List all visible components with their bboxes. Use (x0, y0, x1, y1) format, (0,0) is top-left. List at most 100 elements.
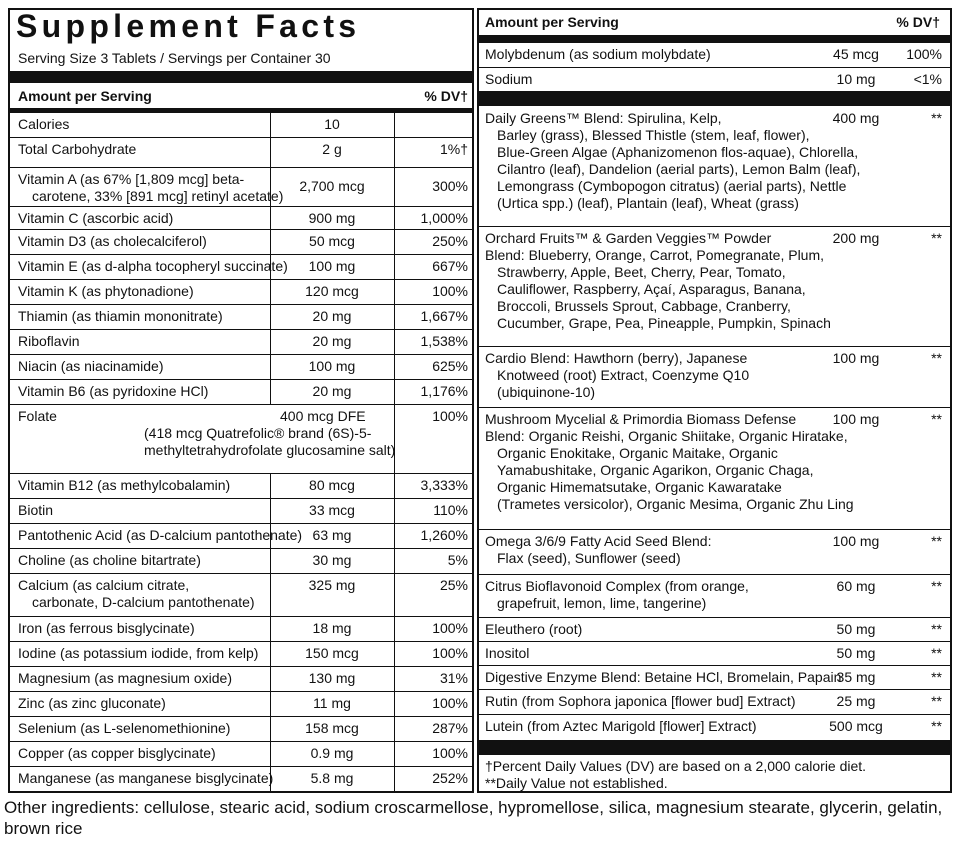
nutrient-name: Manganese (as manganese bisglycinate) (18, 770, 273, 787)
ingredient-name: Cardio Blend: Hawthorn (berry), Japanese… (485, 350, 749, 401)
ingredient-name-line: Mushroom Mycelial & Primordia Biomass De… (485, 411, 797, 427)
column-divider (270, 474, 271, 498)
column-divider (270, 207, 271, 229)
nutrient-row: Choline (as choline bitartrate) 30 mg 5% (10, 549, 472, 574)
nutrient-row: Calories 10 (10, 113, 472, 138)
nutrient-name-line: Selenium (as L-selenomethionine) (18, 720, 231, 736)
nutrient-name: Vitamin B6 (as pyridoxine HCl) (18, 383, 208, 400)
ingredient-name-line: Cardio Blend: Hawthorn (berry), Japanese (485, 350, 748, 366)
ingredient-name: Orchard Fruits™ & Garden Veggies™ Powder… (485, 230, 831, 332)
nutrient-row: Magnesium (as magnesium oxide) 130 mg 31% (10, 667, 472, 692)
nutrient-row: Vitamin B12 (as methylcobalamin) 80 mcg 3,… (10, 474, 472, 499)
nutrient-dv: 3,333% (420, 477, 468, 493)
column-divider (270, 168, 271, 206)
footnote-not-established: **Daily Value not established. (485, 775, 668, 791)
medium-divider (10, 108, 472, 113)
nutrient-dv: 5% (447, 552, 468, 568)
ingredient-dv: ** (931, 718, 942, 734)
nutrient-name: Niacin (as niacinamide) (18, 358, 164, 375)
column-divider (394, 405, 395, 473)
nutrient-dv: 1%† (439, 141, 468, 157)
column-divider (270, 524, 271, 548)
ingredient-amount: 200 mg (832, 230, 880, 246)
ingredient-name-line: Barley (grass), Blessed Thistle (stem, l… (497, 127, 810, 143)
nutrient-row: Manganese (as manganese bisglycinate) 5.8… (10, 767, 472, 791)
nutrient-name-line: Biotin (18, 502, 54, 518)
thick-divider (479, 35, 950, 43)
nutrient-name-line: Folate (18, 408, 57, 424)
ingredient-amount: 100 mg (832, 533, 880, 549)
nutrient-name: Iodine (as potassium iodide, from kelp) (18, 645, 258, 662)
ingredient-name: Inositol (485, 645, 529, 662)
ingredient-dv: ** (931, 230, 942, 246)
nutrient-dv: 1,000% (420, 210, 468, 226)
nutrient-name: Copper (as copper bisglycinate) (18, 745, 216, 762)
column-divider (270, 355, 271, 379)
column-divider (270, 767, 271, 791)
ingredient-row: Sodium 10 mg <1% (479, 68, 950, 92)
ingredient-name-line: Flax (seed), Sunflower (seed) (497, 550, 681, 566)
ingredient-name-line: Sodium (485, 71, 533, 87)
panel-title: Supplement Facts (16, 8, 361, 44)
column-divider (394, 574, 395, 616)
nutrient-name-line: Vitamin B12 (as methylcobalamin) (18, 477, 231, 493)
nutrient-name: Vitamin A (as 67% [1,809 mcg] beta-carot… (18, 171, 283, 205)
nutrient-row: Vitamin K (as phytonadione) 120 mcg 100% (10, 280, 472, 305)
column-divider (270, 642, 271, 666)
nutrient-dv: 100% (432, 408, 468, 424)
nutrient-amount: 5.8 mg (310, 770, 354, 786)
ingredient-amount: 100 mg (832, 411, 880, 427)
nutrient-row: Niacin (as niacinamide) 100 mg 625% (10, 355, 472, 380)
nutrient-name-line: Copper (as copper bisglycinate) (18, 745, 216, 761)
nutrient-name: Choline (as choline bitartrate) (18, 552, 201, 569)
column-divider (394, 330, 395, 354)
ingredient-name-line: grapefruit, lemon, lime, tangerine) (497, 595, 707, 611)
column-divider (270, 667, 271, 691)
column-divider (394, 355, 395, 379)
ingredient-name-line: (Urtica spp.) (leaf), Plantain (leaf), W… (497, 195, 799, 211)
nutrient-name-line: Pantothenic Acid (as D-calcium pantothen… (18, 527, 303, 543)
ingredient-row: Eleuthero (root) 50 mg ** (479, 618, 950, 642)
column-divider (270, 692, 271, 716)
nutrient-name-line: Total Carbohydrate (18, 141, 137, 157)
ingredient-name-line: Orchard Fruits™ & Garden Veggies™ Powder (485, 230, 772, 246)
nutrient-name: Calories (18, 116, 69, 133)
column-divider (270, 742, 271, 766)
nutrient-name-line: Riboflavin (18, 333, 80, 349)
nutrient-amount: 18 mg (312, 620, 352, 636)
nutrient-name: Riboflavin (18, 333, 79, 350)
nutrient-dv: 25% (439, 577, 468, 593)
nutrient-dv: 100% (432, 645, 468, 661)
nutrient-name-line: carbonate, D-calcium pantothenate) (32, 594, 255, 610)
column-divider (394, 642, 395, 666)
nutrient-name-line: (418 mcg Quatrefolic® brand (6S)-5- (144, 425, 372, 441)
ingredient-name-line: Cauliflower, Raspberry, Açaí, Asparagus,… (497, 281, 806, 297)
ingredient-name-line: Molybdenum (as sodium molybdate) (485, 46, 711, 62)
nutrient-amount: 20 mg (312, 308, 352, 324)
nutrient-dv: 100% (432, 745, 468, 761)
ingredient-amount: 100 mg (832, 350, 880, 366)
nutrient-amount: 100 mg (308, 258, 356, 274)
ingredient-name-line: Blend: Organic Reishi, Organic Shiitake,… (485, 428, 848, 444)
ingredient-name-line: Inositol (485, 645, 530, 661)
ingredient-name-line: Lemongrass (Cymbopogon citratus) (aerial… (497, 178, 847, 194)
dv-header: % DV† (896, 14, 940, 30)
column-divider (394, 113, 395, 137)
nutrient-dv: 1,538% (420, 333, 468, 349)
nutrient-name: Vitamin C (ascorbic acid) (18, 210, 173, 227)
column-divider (394, 474, 395, 498)
ingredient-name-line: (Trametes versicolor), Organic Mesima, O… (497, 496, 854, 512)
ingredient-amount: 45 mcg (833, 46, 879, 62)
column-divider (270, 138, 271, 167)
ingredient-name-line: Yamabushitake, Organic Agarikon, Organic… (497, 462, 814, 478)
ingredient-row: Molybdenum (as sodium molybdate) 45 mcg 10… (479, 43, 950, 68)
nutrient-name-line: Niacin (as niacinamide) (18, 358, 164, 374)
nutrient-name: Vitamin D3 (as cholecalciferol) (18, 233, 207, 250)
nutrient-name: Folate (418 mcg Quatrefolic® brand (6S)-5… (18, 408, 395, 459)
ingredient-name: Rutin (from Sophora japonica [flower bud… (485, 693, 795, 710)
ingredient-name-line: Digestive Enzyme Blend: Betaine HCl, Bro… (485, 669, 842, 685)
ingredient-row: Omega 3/6/9 Fatty Acid Seed Blend: Flax (… (479, 530, 950, 575)
nutrient-amount: 150 mcg (305, 645, 359, 661)
ingredient-name-line: Citrus Bioflavonoid Complex (from orange… (485, 578, 749, 594)
column-divider (270, 499, 271, 523)
